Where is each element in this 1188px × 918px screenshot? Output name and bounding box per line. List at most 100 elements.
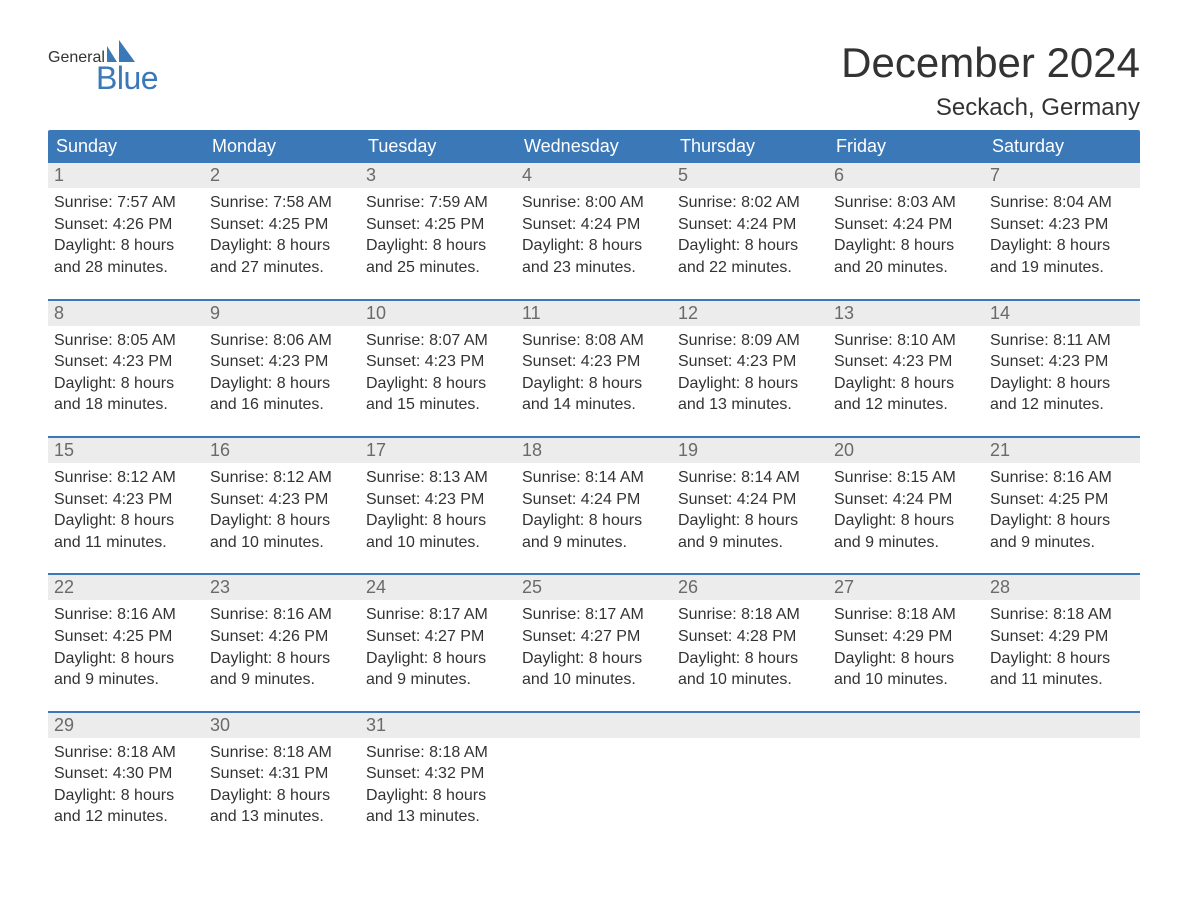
sunrise-line: Sunrise: 8:16 AM	[210, 604, 354, 626]
daylight-line: Daylight: 8 hours and 18 minutes.	[54, 373, 198, 416]
calendar-day: 26 Sunrise: 8:18 AMSunset: 4:28 PMDayligh…	[672, 575, 828, 696]
sunset-line: Sunset: 4:24 PM	[678, 214, 822, 236]
calendar: SundayMondayTuesdayWednesdayThursdayFrid…	[48, 130, 1140, 834]
daylight-line: Daylight: 8 hours and 22 minutes.	[678, 235, 822, 278]
day-number: 5	[672, 163, 828, 188]
sunset-line: Sunset: 4:25 PM	[990, 489, 1134, 511]
day-body: Sunrise: 8:05 AMSunset: 4:23 PMDaylight:…	[48, 326, 204, 422]
calendar-day: 24Sunrise: 8:17 AMSunset: 4:27 PMDayligh…	[360, 575, 516, 696]
daylight-line: Daylight: 8 hours and 9 minutes.	[522, 510, 666, 553]
sunset-line: Sunset: 4:23 PM	[834, 351, 978, 373]
daylight-line: Daylight: 8 hours and 10 minutes.	[522, 648, 666, 691]
calendar-day: 9Sunrise: 8:06 AMSunset: 4:23 PMDaylight…	[204, 301, 360, 422]
daylight-line: Daylight: 8 hours and 12 minutes.	[834, 373, 978, 416]
sunrise-line: Sunrise: 8:03 AM	[834, 192, 978, 214]
sunset-line: Sunset: 4:25 PM	[54, 626, 198, 648]
daylight-line: Daylight: 8 hours and 14 minutes.	[522, 373, 666, 416]
day-number: 9	[204, 301, 360, 326]
day-body: Sunrise: 8:03 AMSunset: 4:24 PMDaylight:…	[828, 188, 984, 284]
daylight-line: Daylight: 8 hours and 11 minutes.	[990, 648, 1134, 691]
calendar-day: 18Sunrise: 8:14 AMSunset: 4:24 PMDayligh…	[516, 438, 672, 559]
sunrise-line: Sunrise: 8:06 AM	[210, 330, 354, 352]
weekday-header: Saturday	[984, 130, 1140, 163]
sunrise-line: Sunrise: 8:18 AM	[834, 604, 978, 626]
daylight-line: Daylight: 8 hours and 10 minutes.	[834, 648, 978, 691]
calendar-day: 14Sunrise: 8:11 AMSunset: 4:23 PMDayligh…	[984, 301, 1140, 422]
day-body: Sunrise: 8:12 AMSunset: 4:23 PMDaylight:…	[48, 463, 204, 559]
daylight-line: Daylight: 8 hours and 25 minutes.	[366, 235, 510, 278]
calendar-day: 3Sunrise: 7:59 AMSunset: 4:25 PMDaylight…	[360, 163, 516, 284]
weekday-header-row: SundayMondayTuesdayWednesdayThursdayFrid…	[48, 130, 1140, 163]
day-body: Sunrise: 8:18 AMSunset: 4:32 PMDaylight:…	[360, 738, 516, 834]
day-body: Sunrise: 8:16 AMSunset: 4:25 PMDaylight:…	[984, 463, 1140, 559]
sunset-line: Sunset: 4:24 PM	[834, 489, 978, 511]
sunset-line: Sunset: 4:29 PM	[834, 626, 978, 648]
daylight-line: Daylight: 8 hours and 19 minutes.	[990, 235, 1134, 278]
day-number: 30	[204, 713, 360, 738]
sunrise-line: Sunrise: 8:16 AM	[990, 467, 1134, 489]
sunrise-line: Sunrise: 8:17 AM	[366, 604, 510, 626]
sunset-line: Sunset: 4:31 PM	[210, 763, 354, 785]
sunrise-line: Sunrise: 8:11 AM	[990, 330, 1134, 352]
day-body: Sunrise: 7:58 AMSunset: 4:25 PMDaylight:…	[204, 188, 360, 284]
sunset-line: Sunset: 4:23 PM	[990, 351, 1134, 373]
daylight-line: Daylight: 8 hours and 9 minutes.	[210, 648, 354, 691]
day-number: 18	[516, 438, 672, 463]
day-body: Sunrise: 8:14 AMSunset: 4:24 PMDaylight:…	[672, 463, 828, 559]
sunrise-line: Sunrise: 7:57 AM	[54, 192, 198, 214]
day-number: 22	[48, 575, 204, 600]
sunrise-line: Sunrise: 8:18 AM	[990, 604, 1134, 626]
sunset-line: Sunset: 4:26 PM	[210, 626, 354, 648]
daylight-line: Daylight: 8 hours and 11 minutes.	[54, 510, 198, 553]
day-body	[672, 738, 828, 798]
calendar-day	[516, 713, 672, 834]
weekday-header: Tuesday	[360, 130, 516, 163]
daylight-line: Daylight: 8 hours and 9 minutes.	[990, 510, 1134, 553]
daylight-line: Daylight: 8 hours and 23 minutes.	[522, 235, 666, 278]
day-body: Sunrise: 8:14 AMSunset: 4:24 PMDaylight:…	[516, 463, 672, 559]
calendar-day: 23 Sunrise: 8:16 AMSunset: 4:26 PMDayligh…	[204, 575, 360, 696]
day-number: 8	[48, 301, 204, 326]
calendar-day: 12Sunrise: 8:09 AMSunset: 4:23 PMDayligh…	[672, 301, 828, 422]
day-number: 25	[516, 575, 672, 600]
day-number: 28	[984, 575, 1140, 600]
calendar-day: 19Sunrise: 8:14 AMSunset: 4:24 PMDayligh…	[672, 438, 828, 559]
day-number	[984, 713, 1140, 738]
calendar-week: 8Sunrise: 8:05 AMSunset: 4:23 PMDaylight…	[48, 299, 1140, 422]
calendar-day: 16Sunrise: 8:12 AMSunset: 4:23 PMDayligh…	[204, 438, 360, 559]
weekday-header: Friday	[828, 130, 984, 163]
day-number	[516, 713, 672, 738]
sunset-line: Sunset: 4:23 PM	[522, 351, 666, 373]
sunrise-line: Sunrise: 7:59 AM	[366, 192, 510, 214]
sunset-line: Sunset: 4:29 PM	[990, 626, 1134, 648]
calendar-day: 8Sunrise: 8:05 AMSunset: 4:23 PMDaylight…	[48, 301, 204, 422]
day-number: 23	[204, 575, 360, 600]
day-body: Sunrise: 8:06 AMSunset: 4:23 PMDaylight:…	[204, 326, 360, 422]
sunrise-line: Sunrise: 8:14 AM	[522, 467, 666, 489]
daylight-line: Daylight: 8 hours and 12 minutes.	[990, 373, 1134, 416]
weekday-header: Monday	[204, 130, 360, 163]
calendar-day: 30Sunrise: 8:18 AMSunset: 4:31 PMDayligh…	[204, 713, 360, 834]
location-label: Seckach, Germany	[841, 94, 1140, 122]
sunset-line: Sunset: 4:23 PM	[990, 214, 1134, 236]
sunset-line: Sunset: 4:32 PM	[366, 763, 510, 785]
sunrise-line: Sunrise: 8:13 AM	[366, 467, 510, 489]
daylight-line: Daylight: 8 hours and 13 minutes.	[210, 785, 354, 828]
day-body: Sunrise: 8:17 AMSunset: 4:27 PMDaylight:…	[516, 600, 672, 696]
sunset-line: Sunset: 4:28 PM	[678, 626, 822, 648]
sunset-line: Sunset: 4:27 PM	[522, 626, 666, 648]
calendar-week: 29Sunrise: 8:18 AMSunset: 4:30 PMDayligh…	[48, 711, 1140, 834]
day-number: 19	[672, 438, 828, 463]
daylight-line: Daylight: 8 hours and 10 minutes.	[210, 510, 354, 553]
daylight-line: Daylight: 8 hours and 20 minutes.	[834, 235, 978, 278]
calendar-day: 1Sunrise: 7:57 AMSunset: 4:26 PMDaylight…	[48, 163, 204, 284]
sunset-line: Sunset: 4:23 PM	[210, 489, 354, 511]
sunrise-line: Sunrise: 8:18 AM	[678, 604, 822, 626]
day-number: 26	[672, 575, 828, 600]
calendar-day: 21Sunrise: 8:16 AMSunset: 4:25 PMDayligh…	[984, 438, 1140, 559]
daylight-line: Daylight: 8 hours and 15 minutes.	[366, 373, 510, 416]
daylight-line: Daylight: 8 hours and 10 minutes.	[678, 648, 822, 691]
day-number: 20	[828, 438, 984, 463]
sunset-line: Sunset: 4:23 PM	[678, 351, 822, 373]
sunset-line: Sunset: 4:25 PM	[210, 214, 354, 236]
